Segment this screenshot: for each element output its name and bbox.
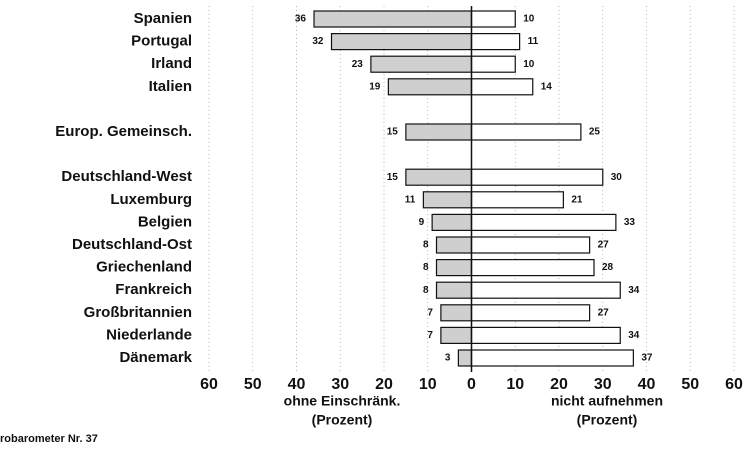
bar <box>470 326 621 344</box>
bar <box>431 213 473 231</box>
bar <box>470 32 521 51</box>
bar <box>470 10 516 28</box>
value-label: 15 <box>387 127 399 138</box>
value-label: 3 <box>445 353 451 364</box>
category-label: Deutschland-West <box>61 168 192 185</box>
value-label: 34 <box>628 330 640 341</box>
bar <box>470 213 617 231</box>
value-label: 25 <box>589 127 601 138</box>
bar <box>313 10 473 28</box>
x-label-right: nicht aufnehmen <box>551 393 663 409</box>
value-label: 15 <box>387 172 399 183</box>
value-label: 27 <box>598 240 610 251</box>
bar <box>470 191 564 209</box>
value-label: 28 <box>602 262 614 273</box>
x-tick-label: 60 <box>200 376 218 393</box>
category-label: Europ. Gemeinsch. <box>55 123 192 140</box>
category-label: Luxemburg <box>110 191 192 208</box>
bar <box>470 304 591 322</box>
value-label: 14 <box>541 81 553 92</box>
bar <box>470 55 516 73</box>
bar <box>422 191 473 209</box>
value-label: 8 <box>423 240 429 251</box>
x-tick-label: 10 <box>506 376 524 393</box>
value-label: 27 <box>598 307 610 318</box>
category-label: Belgien <box>138 213 192 230</box>
x-tick-label: 20 <box>375 376 393 393</box>
bar <box>457 349 473 367</box>
x-tick-label: 50 <box>244 376 262 393</box>
bar <box>435 281 473 299</box>
value-label: 23 <box>352 59 364 70</box>
value-label: 10 <box>523 59 535 70</box>
x-label-left: (Prozent) <box>312 412 373 428</box>
value-label: 30 <box>611 172 623 183</box>
bar <box>470 281 621 299</box>
category-label: Griechenland <box>96 259 192 276</box>
category-label: Frankreich <box>115 281 192 298</box>
value-label: 32 <box>312 36 324 47</box>
value-label: 9 <box>419 217 425 228</box>
bar <box>470 236 591 254</box>
bar <box>470 123 582 141</box>
value-label: 8 <box>423 262 429 273</box>
category-label: Irland <box>151 55 192 72</box>
bar <box>470 168 604 186</box>
bar <box>370 55 473 73</box>
bar <box>440 326 473 344</box>
x-label-right: (Prozent) <box>577 412 638 428</box>
x-tick-label: 20 <box>550 376 568 393</box>
x-tick-label: 0 <box>467 376 476 393</box>
bar <box>470 349 634 367</box>
category-label: Großbritannien <box>84 304 192 321</box>
x-tick-label: 10 <box>419 376 437 393</box>
bar <box>435 236 473 254</box>
x-tick-label: 40 <box>638 376 656 393</box>
x-tick-label: 30 <box>331 376 349 393</box>
value-label: 19 <box>369 81 381 92</box>
bar <box>387 78 473 96</box>
category-label: Dänemark <box>119 349 192 366</box>
category-label: Spanien <box>134 10 192 27</box>
x-tick-label: 60 <box>725 376 743 393</box>
value-label: 21 <box>571 194 583 205</box>
category-label: Italien <box>149 78 192 95</box>
value-label: 7 <box>427 330 433 341</box>
value-label: 34 <box>628 285 640 296</box>
bar <box>405 123 473 141</box>
value-label: 36 <box>295 14 307 25</box>
value-label: 11 <box>528 36 539 47</box>
x-tick-label: 30 <box>594 376 612 393</box>
category-label: Niederlande <box>106 326 192 343</box>
value-label: 7 <box>427 307 433 318</box>
bar <box>435 259 473 277</box>
bar <box>470 78 534 96</box>
source: robarometer Nr. 37 <box>0 433 98 445</box>
value-label: 8 <box>423 285 429 296</box>
value-label: 33 <box>624 217 636 228</box>
category-label: Portugal <box>131 33 192 50</box>
x-tick-label: 40 <box>288 376 306 393</box>
bar <box>470 259 595 277</box>
value-label: 10 <box>523 14 535 25</box>
bar <box>440 304 473 322</box>
value-label: 37 <box>641 353 653 364</box>
bar <box>405 168 473 186</box>
x-label-left: ohne Einschränk. <box>284 393 401 409</box>
x-tick-label: 50 <box>681 376 699 393</box>
bar <box>330 32 473 51</box>
value-label: 11 <box>405 194 416 205</box>
category-label: Deutschland-Ost <box>72 236 192 253</box>
